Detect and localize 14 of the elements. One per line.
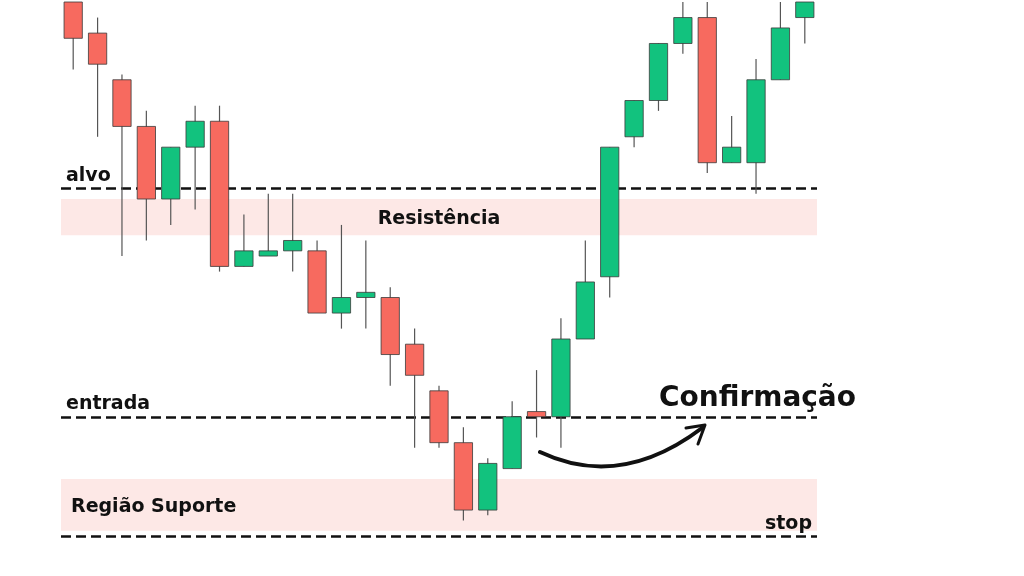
annotation: Confirmação: [658, 379, 857, 413]
band-label: Resistência: [377, 206, 501, 229]
band-label: Região Suporte: [71, 493, 237, 516]
candlestick: [234, 213, 254, 268]
candlestick: [283, 193, 303, 273]
candlestick: [722, 115, 742, 164]
candlestick: [331, 224, 351, 330]
candlestick: [356, 239, 376, 330]
candlestick: [527, 369, 547, 439]
ref-line-label: stop: [764, 510, 812, 533]
ref-line-label: alvo: [66, 163, 111, 186]
candlestick: [258, 193, 278, 257]
candlestick: [795, 1, 815, 45]
ref-line-label: entrada: [66, 391, 151, 414]
